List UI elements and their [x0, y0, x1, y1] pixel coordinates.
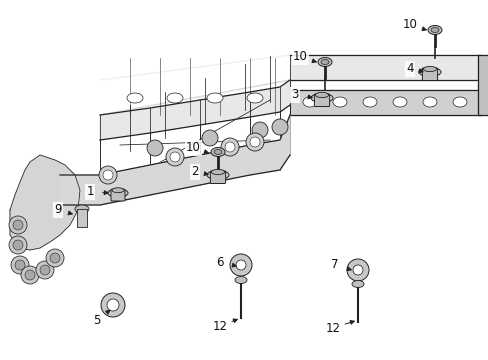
Text: 1: 1: [86, 185, 94, 198]
Bar: [77, 209, 87, 227]
Polygon shape: [289, 90, 479, 115]
Text: 6: 6: [216, 256, 224, 269]
Circle shape: [249, 137, 260, 147]
Ellipse shape: [351, 280, 363, 288]
Ellipse shape: [422, 97, 436, 107]
Ellipse shape: [320, 59, 328, 64]
Text: 10: 10: [292, 50, 307, 63]
Ellipse shape: [167, 93, 183, 103]
Circle shape: [101, 293, 125, 317]
FancyBboxPatch shape: [111, 189, 125, 201]
Circle shape: [271, 119, 287, 135]
Circle shape: [40, 265, 50, 275]
Ellipse shape: [303, 97, 316, 107]
Text: 12: 12: [212, 320, 227, 333]
FancyBboxPatch shape: [210, 171, 225, 184]
Ellipse shape: [127, 93, 142, 103]
Circle shape: [346, 259, 368, 281]
Circle shape: [352, 265, 362, 275]
Text: 3: 3: [291, 89, 298, 102]
Circle shape: [224, 142, 235, 152]
Circle shape: [165, 148, 183, 166]
Text: 10: 10: [185, 141, 200, 154]
Ellipse shape: [235, 276, 246, 284]
Circle shape: [36, 261, 54, 279]
Polygon shape: [477, 55, 488, 115]
Circle shape: [21, 266, 39, 284]
Circle shape: [103, 170, 113, 180]
Ellipse shape: [427, 26, 441, 35]
Ellipse shape: [206, 171, 228, 180]
Circle shape: [107, 299, 119, 311]
Ellipse shape: [75, 205, 89, 213]
Circle shape: [147, 140, 163, 156]
Circle shape: [15, 260, 25, 270]
Ellipse shape: [211, 169, 224, 175]
FancyBboxPatch shape: [422, 68, 437, 81]
Circle shape: [251, 122, 267, 138]
Polygon shape: [100, 80, 289, 140]
Ellipse shape: [210, 148, 224, 157]
Circle shape: [221, 138, 239, 156]
Ellipse shape: [315, 93, 328, 98]
Polygon shape: [289, 55, 479, 80]
Circle shape: [13, 220, 23, 230]
Circle shape: [13, 240, 23, 250]
Ellipse shape: [206, 93, 223, 103]
Ellipse shape: [452, 97, 466, 107]
Ellipse shape: [423, 66, 436, 72]
Text: 12: 12: [325, 321, 340, 334]
Polygon shape: [100, 55, 289, 80]
Polygon shape: [10, 155, 80, 250]
Circle shape: [236, 260, 245, 270]
FancyBboxPatch shape: [314, 94, 329, 107]
Text: 7: 7: [330, 258, 338, 271]
Text: 5: 5: [93, 314, 101, 327]
Text: 10: 10: [402, 18, 417, 31]
Ellipse shape: [108, 189, 128, 197]
Circle shape: [229, 254, 251, 276]
Circle shape: [9, 216, 27, 234]
Circle shape: [202, 130, 218, 146]
Circle shape: [245, 133, 264, 151]
Ellipse shape: [392, 97, 406, 107]
Circle shape: [9, 236, 27, 254]
Text: 9: 9: [54, 203, 61, 216]
Ellipse shape: [317, 58, 331, 67]
Circle shape: [25, 270, 35, 280]
Circle shape: [46, 249, 64, 267]
Text: 4: 4: [406, 63, 413, 76]
Circle shape: [170, 152, 180, 162]
Circle shape: [99, 166, 117, 184]
Ellipse shape: [332, 97, 346, 107]
Ellipse shape: [418, 68, 440, 77]
Circle shape: [50, 253, 60, 263]
Ellipse shape: [362, 97, 376, 107]
Polygon shape: [60, 115, 289, 205]
Ellipse shape: [214, 149, 222, 154]
Ellipse shape: [112, 188, 124, 193]
Text: 2: 2: [191, 166, 198, 179]
Ellipse shape: [430, 27, 438, 32]
Polygon shape: [100, 80, 289, 115]
Ellipse shape: [246, 93, 263, 103]
Ellipse shape: [310, 94, 332, 103]
Circle shape: [11, 256, 29, 274]
